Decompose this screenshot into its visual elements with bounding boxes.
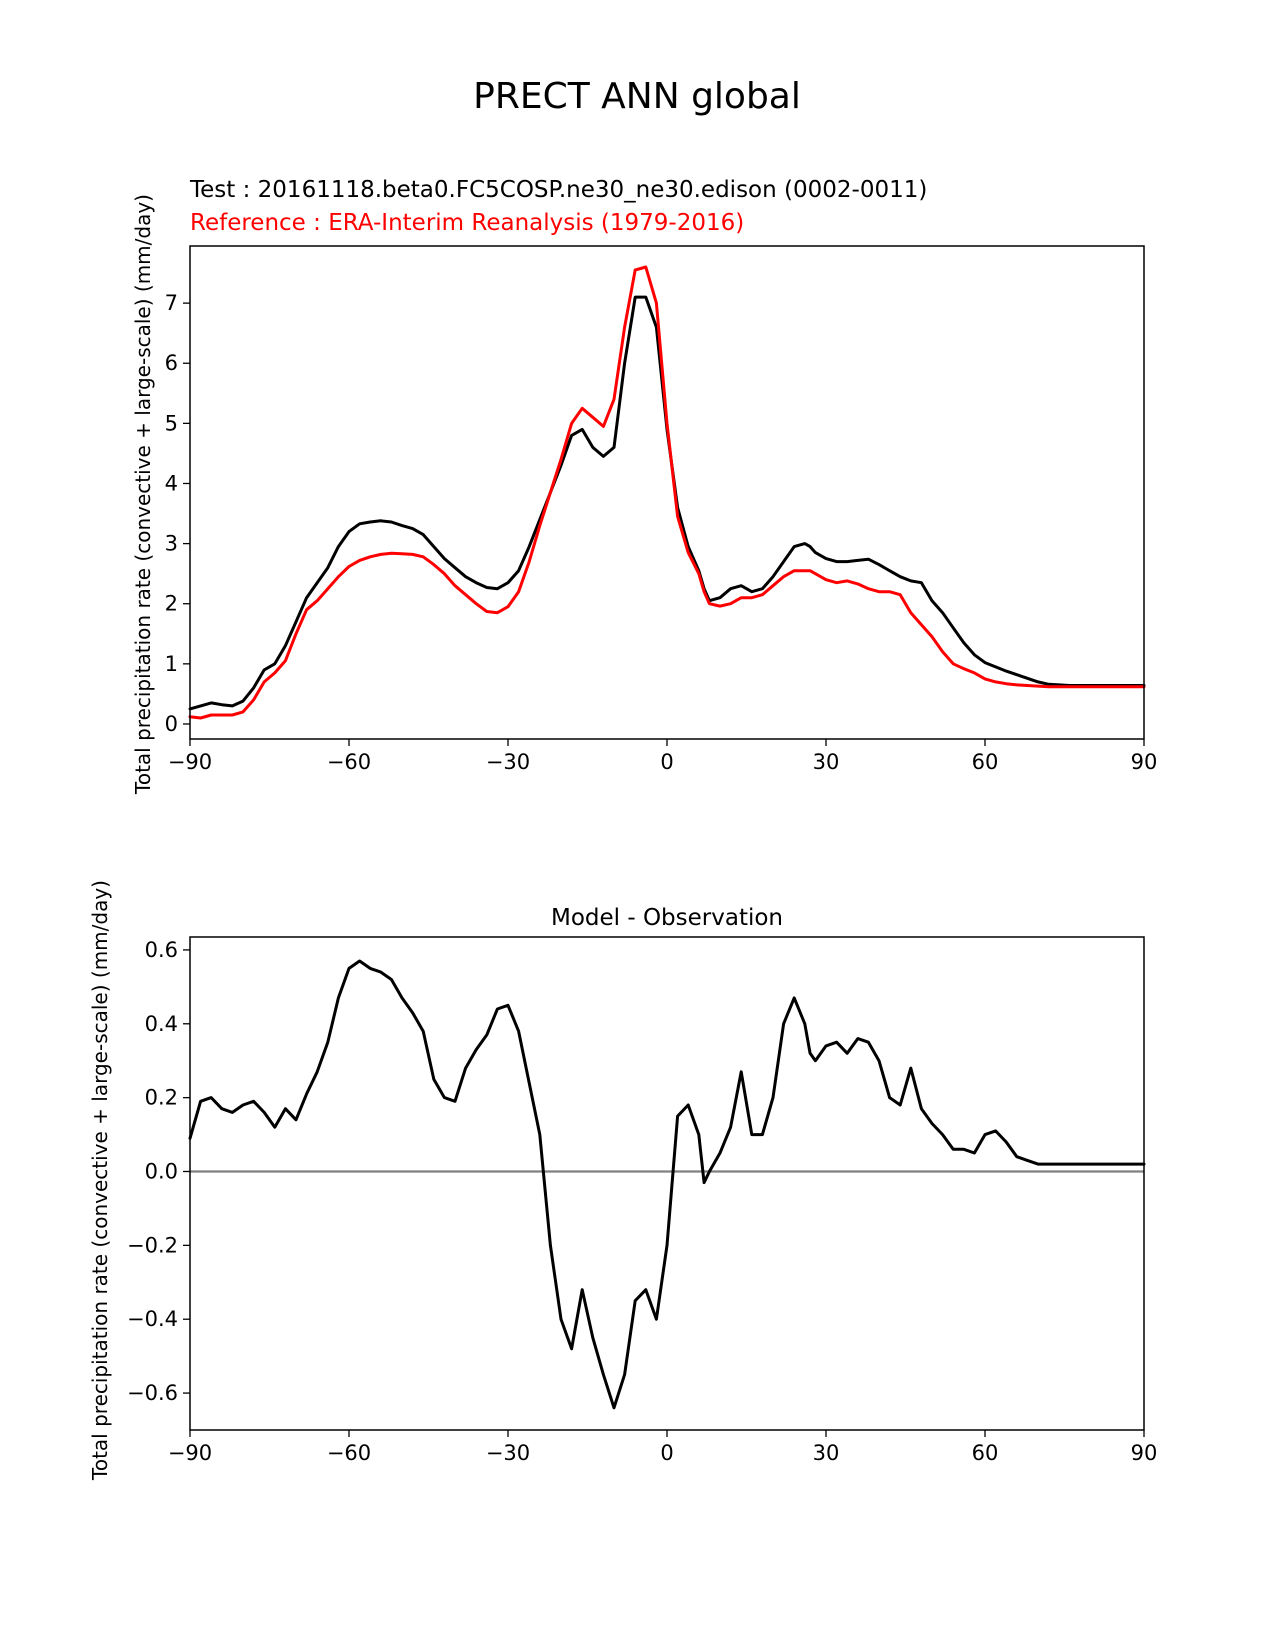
bottom-y-axis-label: Total precipitation rate (convective + l… bbox=[88, 880, 112, 1481]
bottom-y-tick-label: 0.4 bbox=[145, 1012, 178, 1036]
bottom-series-diff-line bbox=[188, 959, 1146, 1410]
bottom-y-tick-label: −0.6 bbox=[127, 1381, 178, 1405]
top-y-tick-label: 3 bbox=[165, 532, 178, 556]
top-y-tick-label: 2 bbox=[165, 592, 178, 616]
top-x-tick-label: −30 bbox=[486, 750, 530, 774]
top-panel: Test : 20161118.beta0.FC5COSP.ne30_ne30.… bbox=[131, 177, 1157, 795]
bottom-axes-frame bbox=[189, 936, 1145, 1431]
bottom-chart-title: Model - Observation bbox=[551, 905, 783, 931]
top-y-tick-label: 5 bbox=[165, 411, 178, 435]
bottom-x-tick-label: 60 bbox=[972, 1441, 999, 1465]
figure-title: PRECT ANN global bbox=[473, 76, 801, 117]
top-x-tick-label: 60 bbox=[972, 750, 999, 774]
top-y-tick-label: 1 bbox=[165, 652, 178, 676]
bottom-y-tick-label: −0.4 bbox=[127, 1307, 178, 1331]
bottom-y-tick-label: 0.6 bbox=[145, 938, 178, 962]
bottom-ticks-group: −90 −60 −30 0 30 60 90 −0.6 −0.4 −0.2 0.0 0.2 0.4 0.6 bbox=[127, 938, 1157, 1465]
top-series-group bbox=[188, 265, 1146, 720]
top-axes-frame bbox=[189, 245, 1145, 740]
bottom-x-tick-label: 30 bbox=[813, 1441, 840, 1465]
top-y-tick-label: 4 bbox=[165, 471, 178, 495]
bottom-x-tick-label: 0 bbox=[660, 1441, 673, 1465]
bottom-series-group bbox=[188, 959, 1146, 1410]
top-series-reference-line bbox=[188, 265, 1146, 720]
legend-test-label: Test : 20161118.beta0.FC5COSP.ne30_ne30.… bbox=[189, 177, 927, 203]
bottom-x-tick-label: −30 bbox=[486, 1441, 530, 1465]
top-ticks-group: −90 −60 −30 0 30 60 90 0 1 2 3 4 5 6 7 bbox=[165, 291, 1158, 774]
top-x-tick-label: −90 bbox=[168, 750, 212, 774]
top-y-tick-label: 6 bbox=[165, 351, 178, 375]
top-y-tick-label: 7 bbox=[165, 291, 178, 315]
bottom-x-tick-label: −60 bbox=[327, 1441, 371, 1465]
bottom-y-tick-label: 0.0 bbox=[145, 1159, 178, 1183]
legend-reference-label: Reference : ERA-Interim Reanalysis (1979… bbox=[190, 210, 744, 236]
bottom-panel: Model - Observation Total precipitation … bbox=[88, 880, 1157, 1481]
top-y-axis-label: Total precipitation rate (convective + l… bbox=[131, 194, 155, 795]
top-x-tick-label: 0 bbox=[660, 750, 673, 774]
top-y-tick-label: 0 bbox=[165, 712, 178, 736]
bottom-x-tick-label: −90 bbox=[168, 1441, 212, 1465]
top-x-tick-label: 90 bbox=[1131, 750, 1158, 774]
top-x-tick-label: −60 bbox=[327, 750, 371, 774]
bottom-x-tick-label: 90 bbox=[1131, 1441, 1158, 1465]
bottom-y-tick-label: −0.2 bbox=[127, 1233, 178, 1257]
top-series-test-line bbox=[188, 295, 1146, 711]
bottom-y-tick-label: 0.2 bbox=[145, 1086, 178, 1110]
top-x-tick-label: 30 bbox=[813, 750, 840, 774]
